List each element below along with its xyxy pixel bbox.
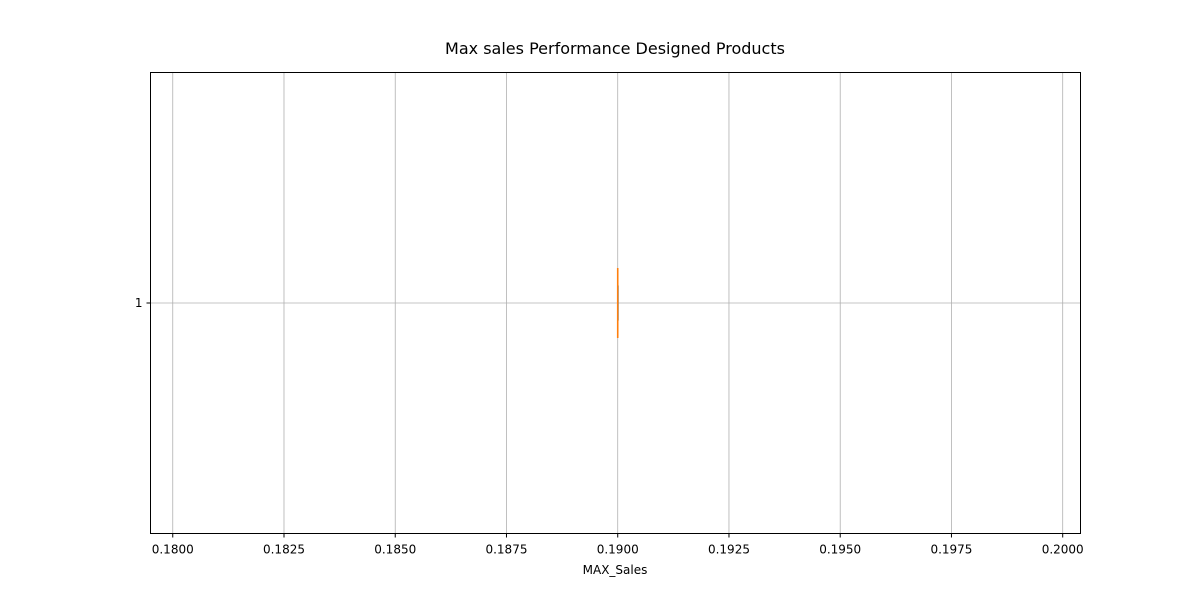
- x-axis-title: MAX_Sales: [583, 563, 648, 577]
- y-axis: 1: [135, 296, 151, 310]
- x-tick-label: 0.2000: [1042, 543, 1084, 557]
- x-tick-label: 0.1800: [152, 543, 194, 557]
- x-axis: 0.1800 0.1825 0.1850 0.1875 0.1900 0.1925 0.19…: [152, 533, 1084, 557]
- y-tick-label: 1: [135, 296, 143, 310]
- x-tick-label: 0.1950: [819, 543, 861, 557]
- x-tick-label: 0.1900: [597, 543, 639, 557]
- box-marks: [616, 268, 619, 338]
- chart-title: Max sales Performance Designed Products: [445, 39, 785, 58]
- x-tick-label: 0.1850: [374, 543, 416, 557]
- x-tick-label: 0.1875: [485, 543, 527, 557]
- x-tick-label: 0.1975: [930, 543, 972, 557]
- x-tick-label: 0.1825: [263, 543, 305, 557]
- x-tick-label: 0.1925: [708, 543, 750, 557]
